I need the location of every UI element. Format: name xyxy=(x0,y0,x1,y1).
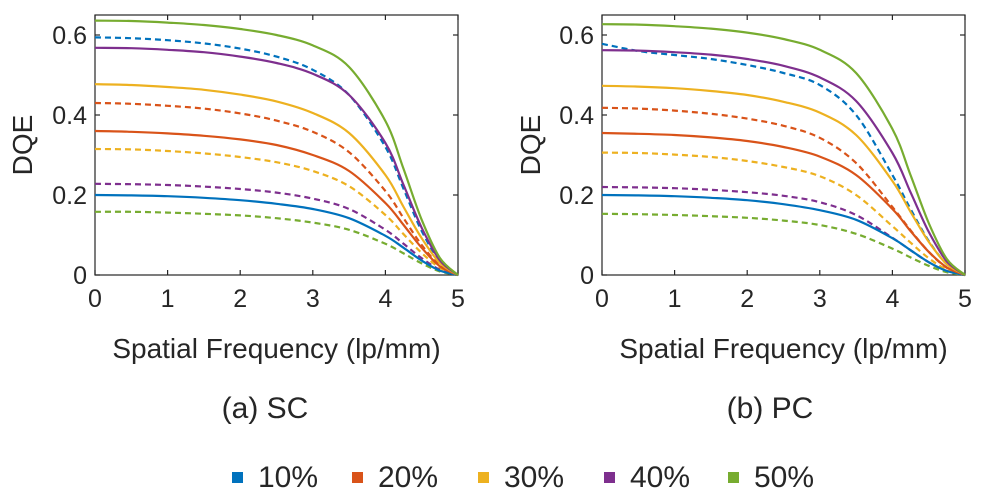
x-axis-label: Spatial Frequency (lp/mm) xyxy=(112,333,440,364)
x-tick-label: 4 xyxy=(378,285,392,313)
plot-area-frame xyxy=(601,14,966,276)
x-tick-label: 1 xyxy=(161,285,175,313)
legend-swatch xyxy=(232,472,243,483)
legend-swatch xyxy=(728,472,739,483)
panel-sc: 0 1 2 3 4 5 0 0.2 0.4 0.6 Spatial Frequency (lp/mm… xyxy=(7,14,465,425)
x-tick-label: 0 xyxy=(88,285,102,313)
legend: 10% 20% 30% 40% 50% xyxy=(232,461,814,494)
x-tick-label: 3 xyxy=(306,285,320,313)
series-line-10pct-dashed xyxy=(94,36,459,276)
series-line-40pct-solid xyxy=(601,49,966,276)
series-line-50pct-solid xyxy=(94,19,459,276)
x-tick-label: 4 xyxy=(885,285,899,313)
panel-caption: (b) PC xyxy=(727,392,814,425)
x-tick-label: 2 xyxy=(233,285,247,313)
series-line-30pct-solid xyxy=(94,83,459,276)
y-tick-label: 0.2 xyxy=(52,182,87,210)
y-axis-label: DQE xyxy=(515,115,546,176)
legend-swatch xyxy=(352,472,363,483)
y-tick-label: 0.4 xyxy=(52,102,87,130)
legend-label: 10% xyxy=(258,461,318,494)
series-line-50pct-dashed xyxy=(94,210,459,277)
legend-label: 40% xyxy=(630,461,690,494)
y-tick-label: 0.4 xyxy=(559,102,594,130)
y-tick-label: 0.6 xyxy=(559,22,594,50)
series-line-20pct-solid xyxy=(601,131,966,277)
plot-area-frame xyxy=(94,14,459,276)
x-tick-label: 5 xyxy=(451,285,465,313)
x-tick-label: 5 xyxy=(958,285,972,313)
series-line-30pct-dashed xyxy=(94,147,459,277)
x-tick-label: 3 xyxy=(813,285,827,313)
y-axis-label: DQE xyxy=(7,115,38,176)
series-line-30pct-dashed xyxy=(601,151,966,277)
series-line-10pct-dashed xyxy=(601,42,966,276)
y-tick-label: 0.6 xyxy=(52,22,87,50)
legend-label: 30% xyxy=(504,461,564,494)
series-line-50pct-dashed xyxy=(601,212,966,277)
x-tick-label: 2 xyxy=(740,285,754,313)
series-line-30pct-solid xyxy=(601,84,966,276)
series-line-10pct-solid xyxy=(601,193,966,277)
series-line-20pct-solid xyxy=(94,129,459,276)
panel-caption: (a) SC xyxy=(222,392,309,425)
series-line-40pct-dashed xyxy=(94,182,459,277)
y-tick-label: 0.2 xyxy=(559,182,594,210)
legend-swatch xyxy=(604,472,615,483)
panel-pc: 0 1 2 3 4 5 0 0.2 0.4 0.6 Spatial Frequency (lp/mm… xyxy=(515,14,972,425)
legend-label: 50% xyxy=(754,461,814,494)
y-tick-label: 0 xyxy=(580,262,594,290)
legend-swatch xyxy=(478,472,489,483)
y-tick-label: 0 xyxy=(73,262,87,290)
series-line-10pct-solid xyxy=(94,193,459,277)
x-tick-label: 1 xyxy=(668,285,682,313)
legend-label: 20% xyxy=(378,461,438,494)
x-tick-label: 0 xyxy=(595,285,609,313)
x-axis-label: Spatial Frequency (lp/mm) xyxy=(619,333,947,364)
series-line-50pct-solid xyxy=(601,23,966,276)
series-line-20pct-dashed xyxy=(94,101,459,276)
series-line-40pct-solid xyxy=(94,46,459,276)
